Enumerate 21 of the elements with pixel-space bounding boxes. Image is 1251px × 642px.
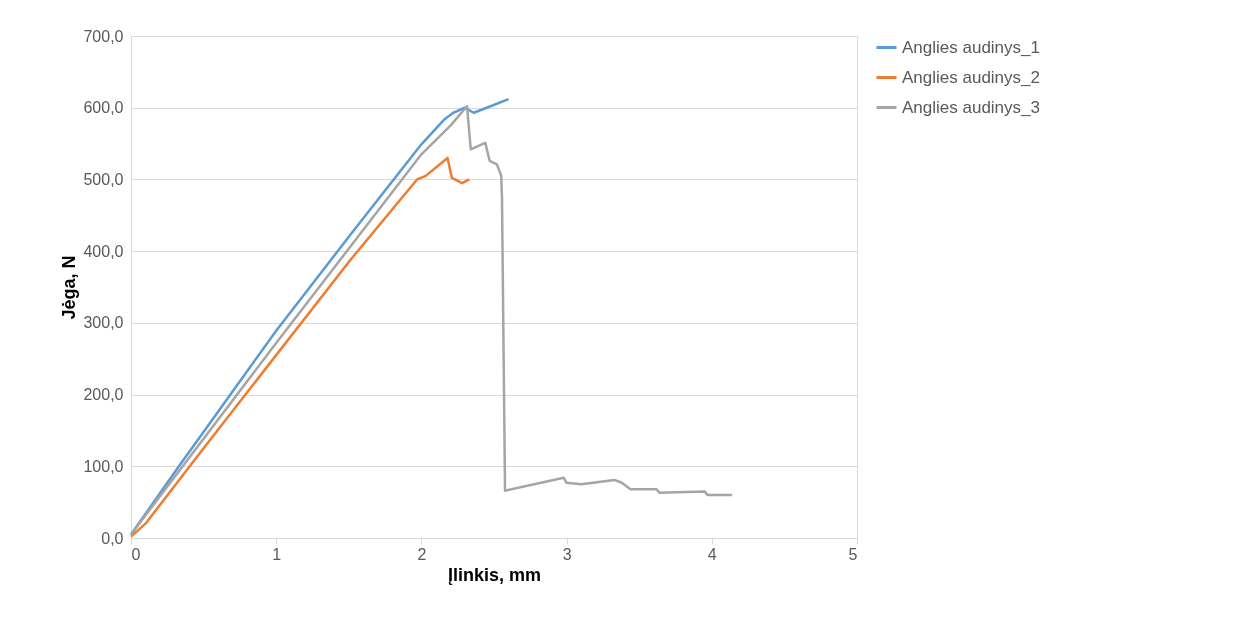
- y-axis-title: Jėga, N: [59, 255, 80, 320]
- y-tick-label: 200,0: [83, 386, 124, 404]
- y-tick-label: 300,0: [83, 314, 124, 332]
- legend-label: Anglies audinys_3: [902, 97, 1040, 117]
- x-tick-label: 0: [131, 545, 141, 563]
- x-tick-label: 4: [707, 545, 717, 563]
- y-tick-label: 500,0: [83, 170, 124, 188]
- y-tick-label: 700,0: [83, 27, 124, 45]
- x-tick-label: 5: [848, 545, 858, 563]
- x-axis-title: Įlinkis, mm: [447, 564, 542, 585]
- x-tick-label: 1: [272, 545, 282, 563]
- y-tick-label: 0,0: [101, 529, 124, 547]
- x-tick-label: 2: [417, 545, 427, 563]
- y-tick-label: 100,0: [83, 457, 124, 475]
- legend-label: Anglies audinys_1: [902, 37, 1040, 57]
- y-tick-label: 600,0: [83, 99, 124, 117]
- line-series: [129, 105, 734, 536]
- x-tick-label: 3: [562, 545, 572, 563]
- y-tick-label: 400,0: [83, 242, 124, 260]
- line-series: [129, 156, 471, 538]
- legend-label: Anglies audinys_2: [902, 67, 1040, 87]
